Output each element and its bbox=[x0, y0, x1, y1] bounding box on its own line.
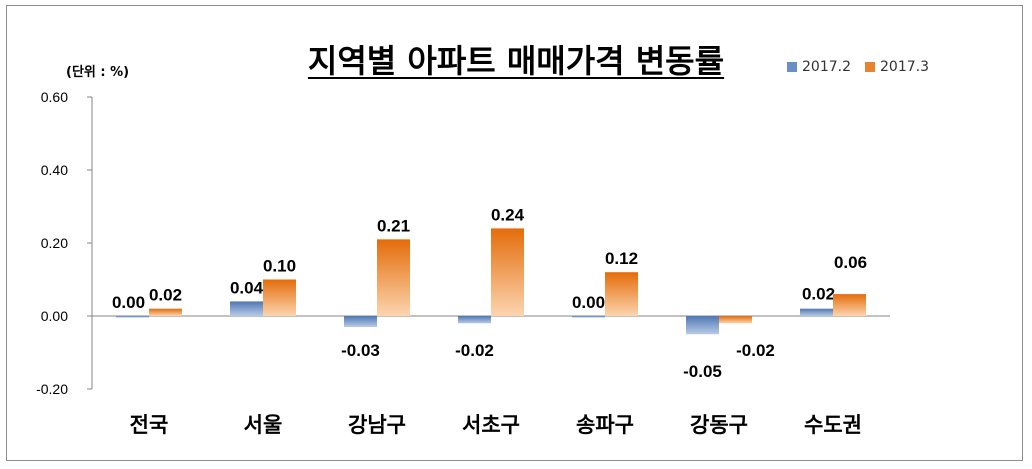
x-category-label: 서울 bbox=[244, 413, 283, 437]
bar-series-1 bbox=[344, 316, 377, 327]
x-category-label: 강남구 bbox=[348, 413, 406, 437]
bar-series-1 bbox=[230, 301, 263, 316]
x-category-label: 송파구 bbox=[576, 413, 634, 437]
unit-label: (단위 : %) bbox=[66, 65, 130, 80]
bar-series-1 bbox=[116, 316, 149, 318]
legend-item-series-1: 2017.2 bbox=[787, 59, 851, 75]
x-category-label: 수도권 bbox=[804, 413, 862, 437]
legend: 2017.2 2017.3 bbox=[787, 59, 929, 75]
x-category-label: 서초구 bbox=[462, 413, 520, 437]
x-category-label: 강동구 bbox=[690, 413, 748, 437]
y-tick-label: -0.20 bbox=[36, 381, 68, 397]
data-label: -0.03 bbox=[341, 341, 380, 360]
data-label: 0.10 bbox=[263, 257, 296, 276]
y-tick-label: 0.00 bbox=[41, 308, 68, 324]
data-label: 0.06 bbox=[834, 253, 867, 272]
data-label: 0.00 bbox=[572, 293, 605, 312]
bar-series-2 bbox=[149, 308, 182, 316]
y-tick-label: 0.40 bbox=[41, 162, 68, 178]
y-tick-label: 0.60 bbox=[41, 89, 68, 105]
bar-series-2 bbox=[605, 272, 638, 316]
y-tick-label: 0.20 bbox=[41, 235, 68, 251]
data-label: 0.02 bbox=[149, 286, 182, 305]
x-category-label: 전국 bbox=[130, 413, 169, 437]
data-label: 0.02 bbox=[802, 285, 835, 304]
chart-title: 지역별 아파트 매매가격 변동률 bbox=[307, 42, 725, 80]
data-label: 0.21 bbox=[377, 216, 410, 235]
bar-series-2 bbox=[491, 228, 524, 316]
legend-item-series-2: 2017.3 bbox=[865, 59, 929, 75]
bar-series-2 bbox=[377, 239, 410, 316]
bar-series-1 bbox=[458, 316, 491, 324]
bar-series-2 bbox=[263, 279, 296, 316]
data-label: 0.04 bbox=[230, 278, 264, 297]
data-label: 0.24 bbox=[491, 205, 525, 224]
bar-series-1 bbox=[686, 316, 719, 335]
bar-series-1 bbox=[800, 308, 833, 316]
bar-series-2 bbox=[833, 294, 866, 316]
legend-swatch-series-2 bbox=[865, 62, 875, 72]
data-label: -0.02 bbox=[455, 341, 494, 360]
data-label: 0.12 bbox=[605, 249, 638, 268]
data-label: 0.00 bbox=[112, 293, 145, 312]
legend-label-series-1: 2017.2 bbox=[802, 59, 851, 75]
bar-series-2 bbox=[719, 316, 752, 324]
data-label: -0.02 bbox=[736, 341, 775, 360]
legend-swatch-series-1 bbox=[787, 62, 797, 72]
data-label: -0.05 bbox=[683, 362, 722, 381]
bar-series-1 bbox=[572, 316, 605, 318]
legend-label-series-2: 2017.3 bbox=[880, 59, 929, 75]
